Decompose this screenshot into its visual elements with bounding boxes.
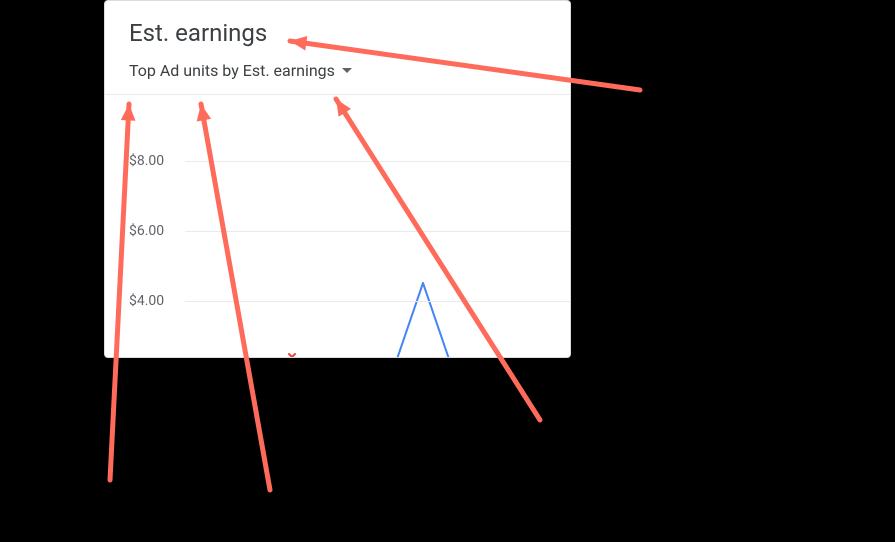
chart-area: $4.00 $6.00 $8.00 xyxy=(129,121,570,357)
dimension-dropdown[interactable]: Top Ad units by Est. earnings xyxy=(105,53,570,95)
chevron-down-icon xyxy=(341,65,353,77)
y-axis-label: $8.00 xyxy=(129,153,164,169)
earnings-card: Est. earnings Top Ad units by Est. earni… xyxy=(104,0,571,358)
y-axis-label: $6.00 xyxy=(129,223,164,239)
dimension-dropdown-label: Top Ad units by Est. earnings xyxy=(129,61,335,80)
chart-series xyxy=(397,283,449,357)
gridline xyxy=(185,161,570,162)
gridline xyxy=(185,301,570,302)
card-header: Est. earnings xyxy=(105,1,570,53)
chart-series xyxy=(289,354,295,357)
card-title: Est. earnings xyxy=(129,19,546,47)
chart-line-svg xyxy=(185,121,570,357)
y-axis-label: $4.00 xyxy=(129,293,164,309)
gridline xyxy=(185,231,570,232)
